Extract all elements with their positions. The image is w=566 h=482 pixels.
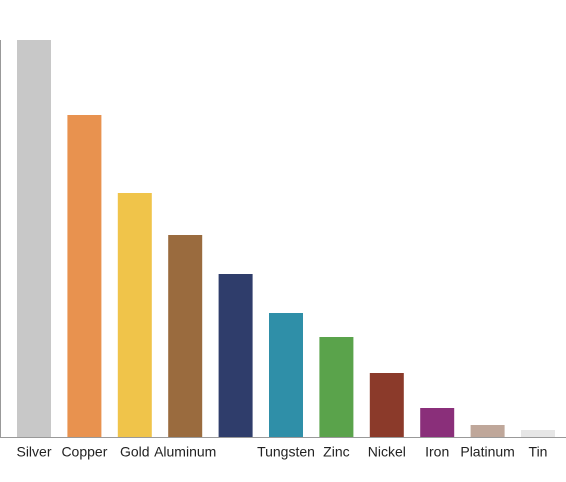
x-tick-label: Tin bbox=[529, 444, 548, 460]
x-tick-label: Zinc bbox=[323, 444, 349, 460]
bar bbox=[470, 425, 505, 437]
bar bbox=[420, 408, 455, 437]
bar bbox=[521, 430, 555, 437]
x-tick-label: Platinum bbox=[460, 444, 514, 460]
bar bbox=[117, 193, 152, 437]
x-tick-label: Gold bbox=[120, 444, 150, 460]
x-tick-label: Tungsten bbox=[257, 444, 315, 460]
x-tick-label: Copper bbox=[61, 444, 107, 460]
bar bbox=[67, 115, 102, 437]
bar bbox=[218, 274, 253, 437]
x-tick-label: Nickel bbox=[368, 444, 406, 460]
bar bbox=[17, 40, 51, 437]
bar bbox=[319, 337, 354, 437]
x-tick-label: Iron bbox=[425, 444, 449, 460]
x-tick-label: Silver bbox=[16, 444, 51, 460]
bar bbox=[369, 373, 404, 437]
bar bbox=[168, 235, 203, 437]
bar bbox=[269, 313, 303, 437]
x-tick-label: Aluminum bbox=[154, 444, 216, 460]
